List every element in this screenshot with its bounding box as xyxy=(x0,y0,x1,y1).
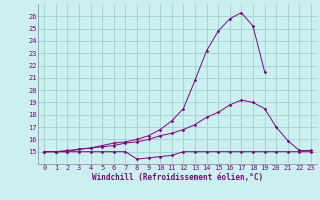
X-axis label: Windchill (Refroidissement éolien,°C): Windchill (Refroidissement éolien,°C) xyxy=(92,173,263,182)
